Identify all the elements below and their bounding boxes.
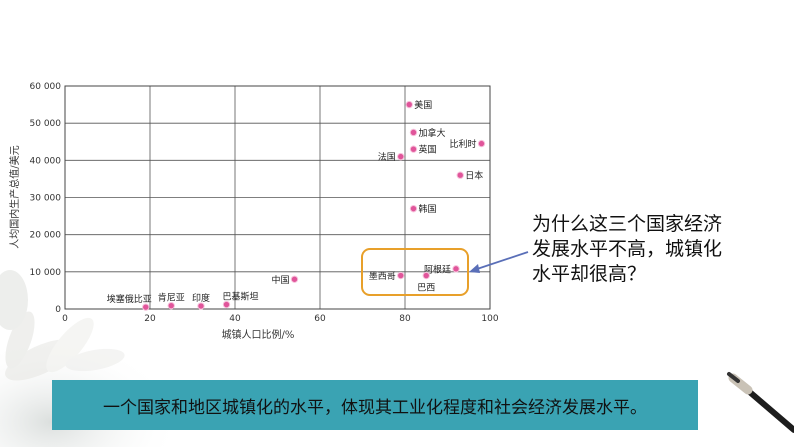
question-callout: 为什么这三个国家经济 发展水平不高，城镇化 水平却很高？ [532, 212, 752, 287]
data-point [167, 301, 175, 310]
x-tick-label: 0 [62, 314, 68, 324]
callout-arrowhead [469, 264, 480, 273]
data-point-label: 美国 [414, 99, 432, 111]
summary-banner-text: 一个国家和地区城镇化的水平，体现其工业化程度和社会经济发展水平。 [103, 397, 647, 418]
question-line-3: 水平却很高？ [532, 263, 647, 285]
question-line-2: 发展水平不高，城镇化 [532, 238, 723, 260]
chart-axes: 0 20 40 60 80 100 0 10 000 20 000 30 000 40 000 50 … [30, 82, 499, 324]
data-point-label: 中国 [271, 274, 289, 286]
callout-arrow [473, 251, 529, 271]
chart-grid [65, 86, 490, 309]
data-point [409, 204, 418, 213]
data-point-label: 阿根廷 [424, 263, 451, 275]
data-point [397, 271, 405, 280]
highlight-group [361, 248, 529, 296]
summary-banner: 一个国家和地区城镇化的水平，体现其工业化程度和社会经济发展水平。 [52, 380, 698, 430]
lotus-flower-icon [0, 270, 125, 381]
data-point [290, 275, 299, 283]
data-point-label: 巴西 [417, 283, 435, 294]
x-tick-label: 80 [399, 314, 411, 324]
x-axis-label: 城镇人口比例/% [222, 328, 295, 341]
y-tick-label: 50 000 [30, 119, 62, 129]
data-point-label: 墨西哥 [369, 271, 396, 282]
data-point [452, 265, 460, 273]
data-point-label: 日本 [465, 170, 483, 182]
plot-frame [64, 85, 491, 310]
y-tick-label: 60 000 [30, 82, 62, 92]
data-point-label: 英国 [419, 144, 437, 156]
y-tick-label: 10 000 [30, 268, 62, 278]
data-point-label: 比利时 [449, 138, 476, 150]
data-point [197, 302, 205, 310]
question-line-1: 为什么这三个国家经济 [532, 213, 723, 235]
y-tick-label: 20 000 [30, 231, 62, 241]
x-tick-label: 60 [314, 314, 326, 324]
y-axis-label: 人均国内生产总值/美元 [8, 145, 21, 248]
data-point [477, 139, 486, 148]
x-tick-label: 100 [481, 314, 498, 324]
data-point-label: 肯尼亚 [158, 292, 185, 304]
data-point [422, 271, 430, 280]
y-tick-label: 0 [55, 305, 61, 315]
data-point-label: 法国 [378, 151, 396, 163]
data-point [142, 303, 150, 311]
data-point-label: 加拿大 [419, 127, 446, 139]
data-point [222, 300, 231, 309]
data-point-label: 韩国 [419, 203, 437, 215]
x-tick-label: 20 [144, 314, 156, 324]
highlight-box [361, 248, 469, 296]
data-point [456, 171, 464, 179]
brush-icon [727, 372, 794, 433]
x-tick-label: 40 [229, 314, 241, 324]
y-tick-label: 40 000 [30, 156, 62, 166]
data-point-label: 印度 [192, 292, 210, 304]
data-point [397, 152, 405, 161]
data-point [409, 128, 418, 137]
data-point [405, 100, 413, 109]
y-tick-label: 30 000 [30, 194, 62, 204]
data-point-label: 巴基斯坦 [223, 291, 259, 303]
data-point-label: 埃塞俄比亚 [107, 293, 152, 305]
data-point [409, 145, 418, 153]
